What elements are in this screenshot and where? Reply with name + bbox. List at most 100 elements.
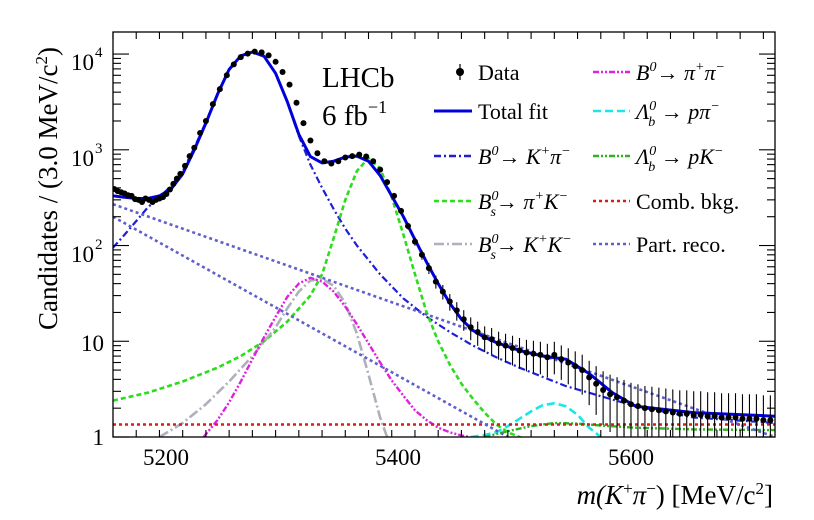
data-point: [544, 354, 550, 360]
data-point: [187, 153, 193, 159]
data-point: [677, 411, 683, 417]
data-point: [475, 329, 481, 335]
data-point: [307, 138, 313, 144]
legend-label-part-reco: Part. reco.: [636, 232, 726, 257]
data-point: [482, 334, 488, 340]
data-point: [280, 69, 286, 75]
data-point: [642, 405, 648, 411]
data-point: [405, 223, 411, 229]
data-point: [426, 265, 432, 271]
data-point: [328, 160, 334, 166]
data-point: [238, 54, 244, 60]
data-point: [572, 363, 578, 369]
data-point: [663, 408, 669, 414]
y-axis-title: Candidates / (3.0 MeV/c2): [32, 47, 63, 330]
data-point: [558, 356, 564, 362]
y-tick-label-1: 1: [93, 425, 105, 450]
data-point: [203, 118, 209, 124]
data-point: [565, 360, 571, 366]
data-point: [726, 414, 732, 420]
data-point: [607, 391, 613, 397]
data-point: [363, 154, 369, 160]
data-point: [182, 163, 188, 169]
y-tick-exp-1000: 3: [95, 141, 103, 157]
data-point: [733, 414, 739, 420]
data-point: [217, 86, 223, 92]
data-point: [314, 150, 320, 156]
y-tick-label-100: 10: [71, 242, 94, 267]
data-point: [510, 345, 516, 351]
data-point: [537, 352, 543, 358]
data-point: [349, 153, 355, 159]
data-point: [649, 406, 655, 412]
y-tick-exp-100: 2: [95, 237, 103, 253]
data-point: [419, 252, 425, 258]
y-tick-label-10000: 10: [71, 50, 94, 75]
data-point: [231, 61, 237, 67]
data-point: [294, 100, 300, 106]
data-point: [767, 417, 773, 423]
y-tick-label-10: 10: [81, 331, 104, 356]
experiment-label: LHCb: [322, 62, 395, 94]
x-axis-title: m(K+π−) [MeV/c2]: [577, 479, 773, 510]
data-point: [530, 351, 536, 357]
data-point: [760, 417, 766, 423]
data-point: [635, 403, 641, 409]
data-point: [684, 411, 690, 417]
mass-fit-chart: 5200 5400 5600 1 10 10 2 10 3 10 4 m(K+π…: [0, 0, 814, 520]
data-point: [433, 279, 439, 285]
data-point: [621, 398, 627, 404]
data-point: [170, 181, 176, 187]
y-tick-label-1000: 10: [71, 146, 94, 171]
data-point: [489, 336, 495, 342]
x-tick-label-5400: 5400: [375, 445, 421, 470]
legend-label-data: Data: [478, 60, 520, 85]
y-tick-exp-10000: 4: [95, 45, 103, 61]
data-point: [398, 208, 404, 214]
data-point: [384, 179, 390, 185]
legend-label-total-fit: Total fit: [478, 99, 548, 124]
data-point: [335, 158, 341, 164]
legend-label-comb-bkg: Comb. bkg.: [636, 189, 739, 214]
data-point: [579, 367, 585, 373]
data-point: [300, 120, 306, 126]
data-point: [440, 289, 446, 295]
data-point: [705, 413, 711, 419]
data-point: [177, 171, 183, 177]
data-point: [698, 412, 704, 418]
data-point: [273, 59, 279, 65]
x-tick-label-5200: 5200: [143, 445, 189, 470]
data-point: [197, 130, 203, 136]
data-point: [614, 394, 620, 400]
data-point: [503, 343, 509, 349]
data-point: [377, 167, 383, 173]
data-point: [287, 82, 293, 88]
data-point: [586, 374, 592, 380]
data-point: [391, 193, 397, 199]
data-point: [496, 340, 502, 346]
data-point: [342, 155, 348, 161]
data-point: [266, 52, 272, 58]
data-point: [454, 307, 460, 313]
data-point: [551, 352, 557, 358]
data-point: [461, 316, 467, 322]
data-point: [670, 410, 676, 416]
data-point: [712, 413, 718, 419]
data-point: [468, 324, 474, 330]
data-point: [516, 348, 522, 354]
data-point: [210, 101, 216, 107]
data-point: [356, 152, 362, 158]
data-point: [523, 350, 529, 356]
data-point: [656, 407, 662, 413]
data-point: [719, 414, 725, 420]
data-point: [191, 145, 197, 151]
data-point: [447, 299, 453, 305]
x-tick-label-5600: 5600: [608, 445, 654, 470]
data-point: [739, 416, 745, 422]
data-point: [746, 416, 752, 422]
data-point: [600, 387, 606, 393]
data-point: [628, 401, 634, 407]
data-point: [753, 416, 759, 422]
data-point: [245, 51, 251, 57]
data-point: [252, 49, 258, 55]
